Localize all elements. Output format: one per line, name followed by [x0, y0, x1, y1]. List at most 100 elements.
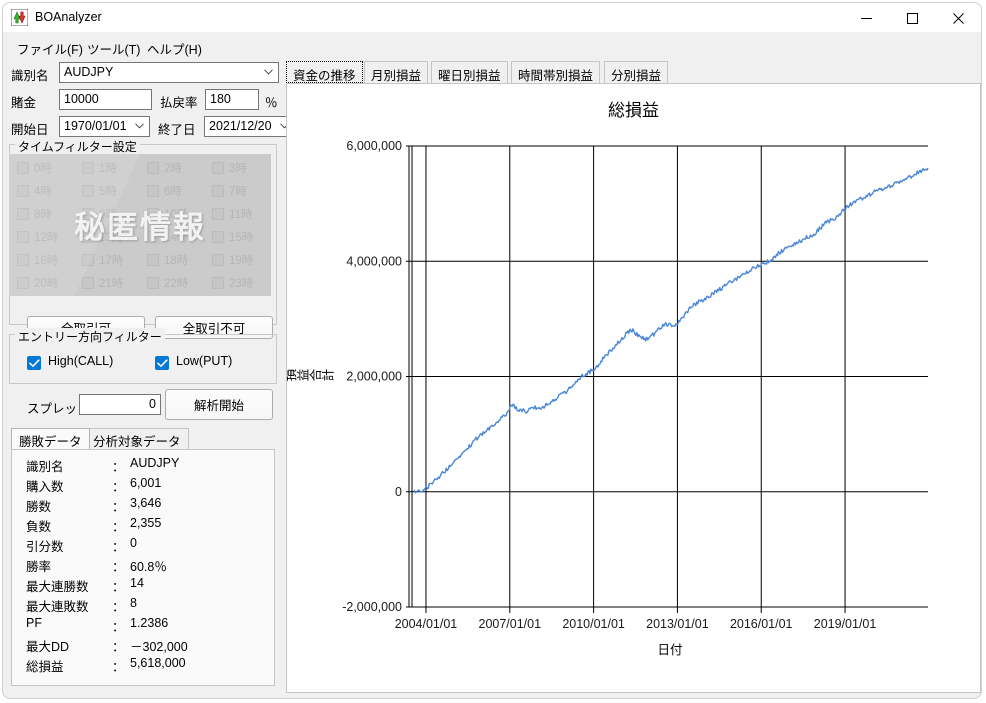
- stat-key: 負数: [26, 520, 52, 534]
- hour-label: 17時: [99, 255, 124, 267]
- checkbox-unchecked-icon: [212, 162, 224, 174]
- hour-checkbox-20[interactable]: 20時: [17, 273, 79, 293]
- hour-checkbox-7[interactable]: 7時: [212, 181, 271, 201]
- checkbox-unchecked-icon: [147, 162, 159, 174]
- tab-results-data[interactable]: 勝敗データ: [11, 428, 90, 449]
- menu-help[interactable]: ヘルプ(H): [147, 43, 202, 57]
- hour-checkbox-11[interactable]: 11時: [212, 204, 271, 224]
- deny-all-button[interactable]: 全取引不可: [155, 316, 273, 339]
- tab-target-data[interactable]: 分析対象データ: [85, 428, 189, 449]
- hour-label: 9時: [99, 209, 117, 221]
- stat-separator: ：: [112, 580, 125, 594]
- stat-value: 60.8％: [130, 560, 167, 574]
- hour-checkbox-6[interactable]: 6時: [147, 181, 209, 201]
- stats-panel: 識別名 ： AUDJPY 購入数 ： 6,001 勝数 ： 3,646 負数 ： 2,355 引…: [11, 449, 275, 686]
- tab-minute-pl[interactable]: 分別損益: [604, 61, 669, 83]
- stat-value: 1.2386: [130, 616, 169, 630]
- stake-input[interactable]: 10000: [59, 89, 152, 110]
- checkbox-unchecked-icon: [17, 185, 29, 197]
- stat-value: 0: [130, 536, 137, 550]
- payout-input[interactable]: 180: [205, 89, 259, 110]
- hour-label: 11時: [229, 209, 253, 221]
- stat-key: 勝率: [26, 560, 52, 574]
- hour-label: 8時: [34, 209, 52, 221]
- checkbox-unchecked-icon: [147, 185, 159, 197]
- tab-hourly-pl[interactable]: 時間帯別損益: [511, 61, 601, 83]
- x-tick-label: 2007/01/01: [479, 617, 542, 631]
- hour-checkbox-23[interactable]: 23時: [212, 273, 271, 293]
- hour-checkbox-21[interactable]: 21時: [82, 273, 144, 293]
- x-tick-label: 2019/01/01: [814, 617, 877, 631]
- minimize-button[interactable]: [843, 3, 889, 33]
- tab-equity-curve[interactable]: 資金の推移: [286, 61, 363, 83]
- hour-checkbox-15[interactable]: 15時: [212, 227, 271, 247]
- hour-checkbox-4[interactable]: 4時: [17, 181, 79, 201]
- spread-input[interactable]: 0: [79, 394, 161, 415]
- hour-checkbox-16[interactable]: 16時: [17, 250, 79, 270]
- tab-monthly-pl[interactable]: 月別損益: [364, 61, 429, 83]
- end-date-picker[interactable]: 2021/12/20: [204, 116, 295, 137]
- checkbox-unchecked-icon: [212, 231, 224, 243]
- hour-label: 4時: [34, 186, 52, 198]
- hour-checkbox-10[interactable]: 10時: [147, 204, 209, 224]
- chart-page: 総損益 -2,000,000 0 2,000,000 4,000,000 6,000,0…: [286, 83, 981, 693]
- stat-separator: ：: [112, 660, 125, 674]
- hour-checkbox-19[interactable]: 19時: [212, 250, 271, 270]
- y-tick-label: 6,000,000: [346, 139, 402, 153]
- stat-value: －302,000: [130, 640, 188, 654]
- hour-checkbox-0[interactable]: 0時: [17, 158, 79, 178]
- checkbox-checked-icon: [155, 356, 169, 370]
- hour-checkbox-22[interactable]: 22時: [147, 273, 209, 293]
- end-date-value: 2021/12/20: [209, 119, 272, 133]
- stat-value: 5,618,000: [130, 656, 186, 670]
- symbol-combobox[interactable]: AUDJPY: [59, 62, 279, 83]
- hour-checkbox-12[interactable]: 12時: [17, 227, 79, 247]
- start-date-label: 開始日: [11, 123, 49, 137]
- hour-checkbox-2[interactable]: 2時: [147, 158, 209, 178]
- direction-filter-title: エントリー方向フィルター: [15, 328, 165, 345]
- stat-key: 最大連敗数: [26, 600, 89, 614]
- hour-label: 10時: [164, 209, 189, 221]
- stat-value: 8: [130, 596, 137, 610]
- stat-separator: ：: [112, 460, 125, 474]
- close-button[interactable]: [935, 3, 981, 33]
- time-filter-grid[interactable]: 0時 1時 2時 3時 4時 5時 6時 7時 8時 9時 10時 11時 12時 13時 14時 15時 16…: [9, 154, 271, 296]
- hour-checkbox-1[interactable]: 1時: [82, 158, 144, 178]
- x-tick-label: 2010/01/01: [562, 617, 625, 631]
- hour-checkbox-5[interactable]: 5時: [82, 181, 144, 201]
- confidential-watermark: 秘匿情報: [74, 210, 206, 246]
- checkbox-unchecked-icon: [147, 277, 159, 289]
- hour-checkbox-14[interactable]: 14時: [147, 227, 209, 247]
- hour-label: 0時: [34, 163, 52, 175]
- menu-tools[interactable]: ツール(T): [87, 43, 141, 57]
- hour-label: 23時: [229, 278, 254, 290]
- hour-checkbox-17[interactable]: 17時: [82, 250, 144, 270]
- hour-checkbox-8[interactable]: 8時: [17, 204, 79, 224]
- hour-label: 16時: [34, 255, 59, 267]
- stat-key: 最大DD: [26, 640, 70, 654]
- x-axis-label: 日付: [657, 643, 682, 657]
- stat-separator: ：: [112, 540, 125, 554]
- run-analysis-button[interactable]: 解析開始: [165, 389, 273, 420]
- stat-key: 購入数: [26, 480, 64, 494]
- checkbox-unchecked-icon: [17, 231, 29, 243]
- hour-checkbox-3[interactable]: 3時: [212, 158, 271, 178]
- chevron-down-icon: [264, 69, 273, 75]
- checkbox-unchecked-icon: [82, 254, 94, 266]
- tab-weekday-pl[interactable]: 曜日別損益: [431, 61, 508, 83]
- hour-checkbox-18[interactable]: 18時: [147, 250, 209, 270]
- hour-label: 7時: [229, 186, 247, 198]
- y-tick-label: 2,000,000: [346, 370, 402, 384]
- hour-label: 3時: [229, 163, 247, 175]
- maximize-button[interactable]: [889, 3, 935, 33]
- stat-value: 3,646: [130, 496, 162, 510]
- checkbox-unchecked-icon: [17, 162, 29, 174]
- checkbox-unchecked-icon: [212, 185, 224, 197]
- symbol-label: 識別名: [11, 69, 49, 83]
- hour-checkbox-13[interactable]: 13時: [82, 227, 144, 247]
- start-date-picker[interactable]: 1970/01/01: [59, 116, 150, 137]
- menu-file[interactable]: ファイル(F): [17, 43, 83, 57]
- hour-checkbox-9[interactable]: 9時: [82, 204, 144, 224]
- y-tick-label: -2,000,000: [342, 600, 402, 614]
- hour-label: 15時: [229, 232, 254, 244]
